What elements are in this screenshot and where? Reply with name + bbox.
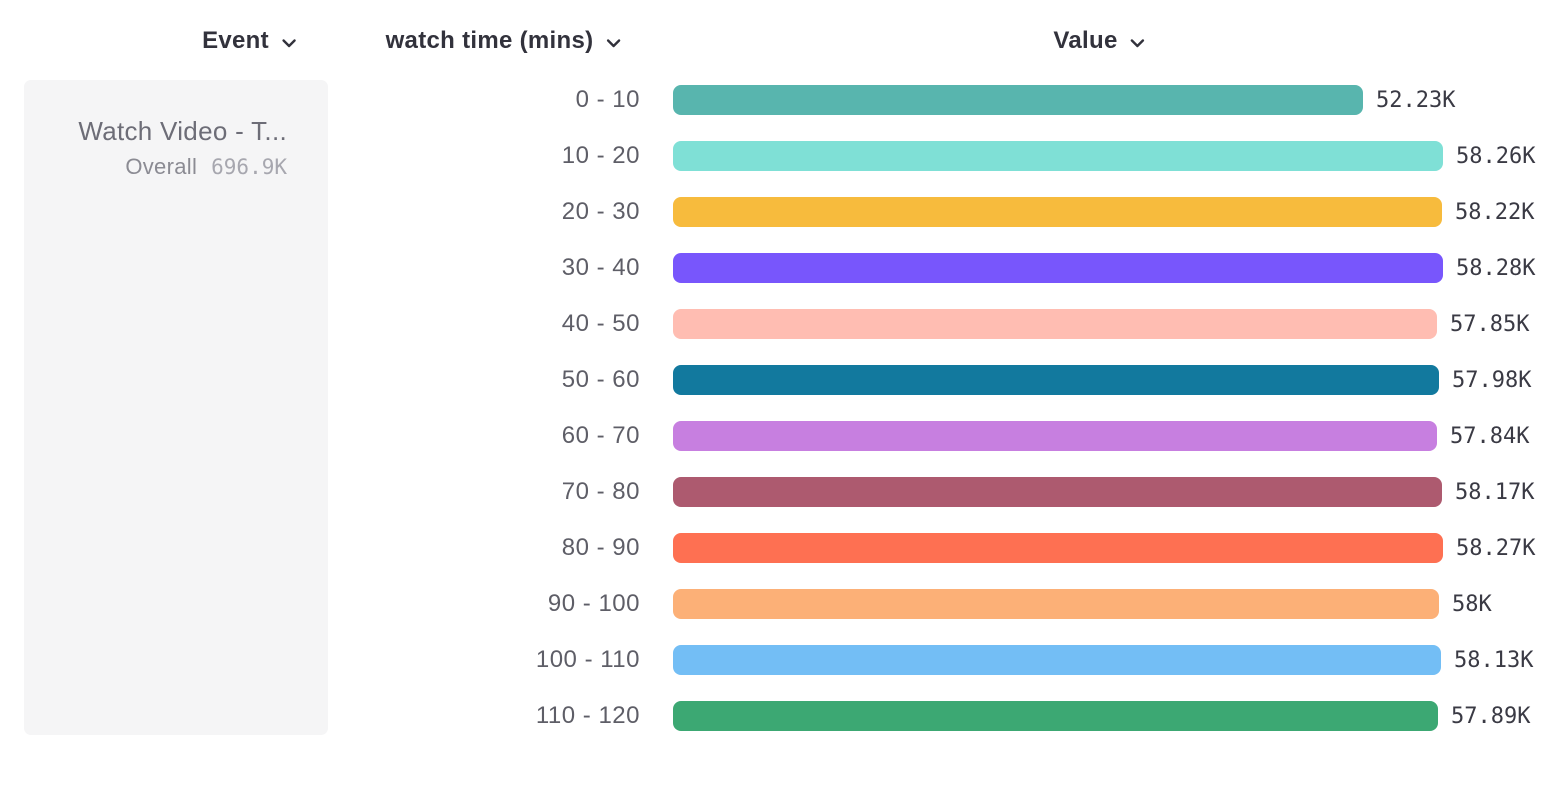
category-label: 60 - 70 [561, 422, 640, 449]
chart-row: 110 - 120 57.89K [0, 701, 1568, 731]
bar[interactable] [673, 253, 1443, 283]
chart-row: 70 - 80 58.17K [0, 477, 1568, 507]
event-overall-row: Overall 696.9K [44, 154, 287, 180]
value-label: 58.28K [1456, 255, 1536, 281]
value-column-label: Value [1053, 27, 1118, 54]
category-label: 20 - 30 [561, 198, 640, 225]
event-card[interactable]: Watch Video - T... Overall 696.9K [24, 80, 328, 735]
bar-chart: 0 - 10 52.23K 10 - 20 58.26K 20 - 30 58.… [0, 85, 1568, 757]
value-label: 57.98K [1452, 367, 1532, 393]
category-label: 30 - 40 [561, 254, 640, 281]
bar[interactable] [673, 421, 1437, 451]
category-label: 100 - 110 [535, 646, 640, 673]
bar[interactable] [673, 645, 1441, 675]
chevron-down-icon [282, 38, 296, 47]
category-label: 40 - 50 [561, 310, 640, 337]
chart-row: 80 - 90 58.27K [0, 533, 1568, 563]
chart-row: 100 - 110 58.13K [0, 645, 1568, 675]
chevron-down-icon [606, 38, 621, 47]
value-label: 57.89K [1451, 703, 1531, 729]
chart-row: 50 - 60 57.98K [0, 365, 1568, 395]
chart-row: 10 - 20 58.26K [0, 141, 1568, 171]
category-label: 0 - 10 [575, 86, 640, 113]
value-label: 58.17K [1455, 479, 1535, 505]
category-label: 70 - 80 [561, 478, 640, 505]
bar[interactable] [673, 701, 1438, 731]
bar[interactable] [673, 141, 1443, 171]
bar[interactable] [673, 85, 1363, 115]
chart-row: 30 - 40 58.28K [0, 253, 1568, 283]
value-label: 57.84K [1450, 423, 1530, 449]
chart-row: 60 - 70 57.84K [0, 421, 1568, 451]
value-label: 58K [1452, 591, 1492, 617]
bar[interactable] [673, 197, 1442, 227]
category-label: 110 - 120 [535, 702, 640, 729]
bar[interactable] [673, 589, 1439, 619]
breakdown-column-label: watch time (mins) [385, 27, 594, 54]
bar[interactable] [673, 533, 1443, 563]
category-label: 80 - 90 [561, 534, 640, 561]
overall-label: Overall [125, 154, 198, 179]
value-label: 58.22K [1455, 199, 1535, 225]
breakdown-column-dropdown[interactable]: watch time (mins) [386, 27, 623, 55]
chart-row: 90 - 100 58K [0, 589, 1568, 619]
chevron-down-icon [1130, 38, 1145, 47]
category-label: 90 - 100 [547, 590, 640, 617]
value-column-dropdown[interactable]: Value [1053, 27, 1146, 55]
bar[interactable] [673, 365, 1439, 395]
chart-row: 20 - 30 58.22K [0, 197, 1568, 227]
chart-row: 40 - 50 57.85K [0, 309, 1568, 339]
event-column-dropdown[interactable]: Event [202, 27, 298, 55]
category-label: 50 - 60 [561, 366, 640, 393]
value-label: 58.27K [1456, 535, 1536, 561]
event-column-label: Event [202, 27, 269, 54]
bar[interactable] [673, 477, 1442, 507]
value-label: 58.13K [1454, 647, 1534, 673]
bar[interactable] [673, 309, 1437, 339]
chart-row: 0 - 10 52.23K [0, 85, 1568, 115]
event-title: Watch Video - T... [78, 116, 287, 146]
value-label: 52.23K [1376, 87, 1456, 113]
value-label: 57.85K [1450, 311, 1530, 337]
chart-rows: 0 - 10 52.23K 10 - 20 58.26K 20 - 30 58.… [0, 85, 1568, 731]
category-label: 10 - 20 [561, 142, 640, 169]
overall-value: 696.9K [211, 155, 287, 179]
value-label: 58.26K [1456, 143, 1536, 169]
